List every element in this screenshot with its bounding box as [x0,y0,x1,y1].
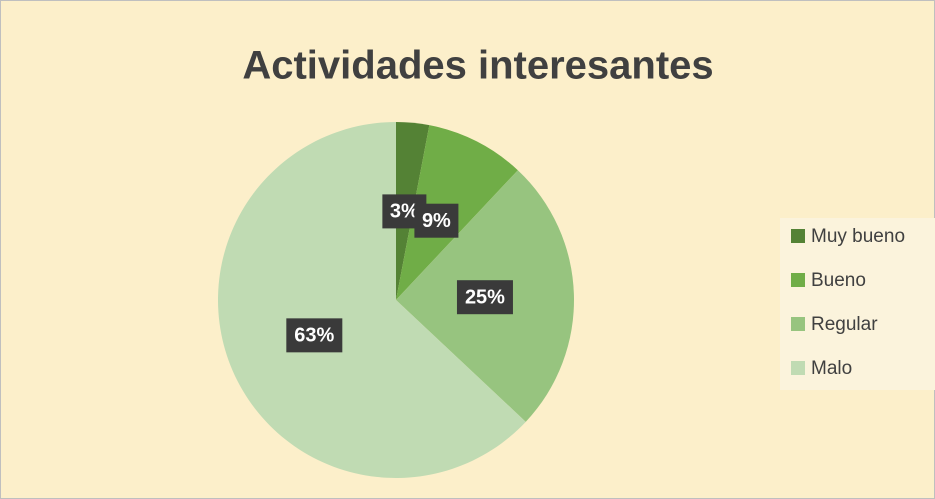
legend-swatch [791,361,805,375]
legend-swatch [791,229,805,243]
data-label-box [414,203,459,238]
legend-swatch [791,317,805,331]
legend-label: Bueno [811,270,866,291]
legend-label: Muy bueno [811,226,905,247]
data-label-box [456,280,513,315]
data-label-text: 25% [465,286,505,308]
legend-swatch [791,273,805,287]
data-label-text: 63% [294,325,334,347]
data-label-text: 9% [422,210,451,232]
legend-label: Regular [811,314,878,335]
chart-title: Actividades interesantes [242,44,713,88]
legend-label: Malo [811,358,852,379]
data-label: 9% [414,203,459,238]
data-label-box [286,318,343,353]
pie-slice [217,122,526,478]
data-label: 63% [286,318,343,353]
data-label-text: 3% [390,201,419,223]
data-label: 25% [456,280,513,315]
legend-box [780,218,935,390]
